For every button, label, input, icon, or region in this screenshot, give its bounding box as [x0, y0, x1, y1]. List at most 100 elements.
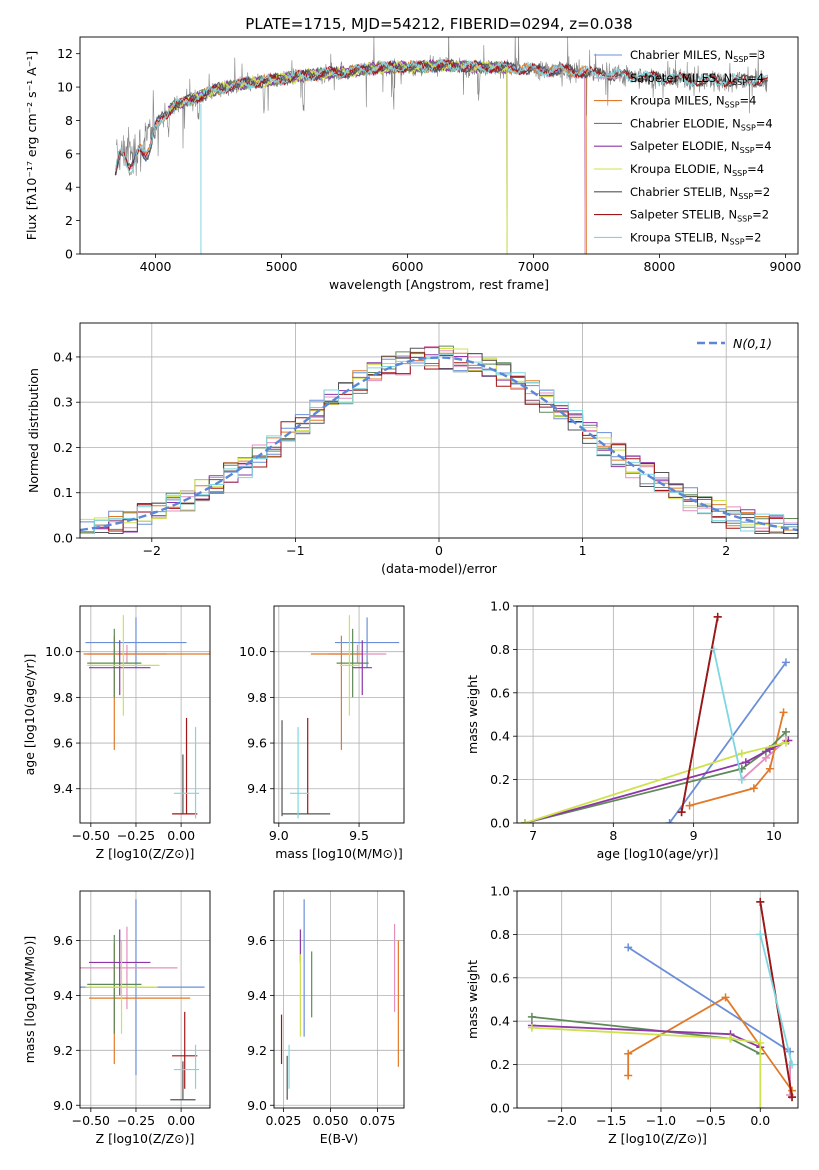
- marker-chabrier-miles: [781, 658, 790, 667]
- y-tick-label: 9.2: [247, 1043, 267, 1058]
- x-axis-label: (data-model)/error: [381, 561, 498, 576]
- marker-chabrier-miles: [665, 819, 674, 823]
- normal-reference-curve: [80, 356, 798, 532]
- line-kroupa-elodie: [531, 1026, 762, 1108]
- x-tick-label: −2.0: [547, 1113, 577, 1128]
- x-tick-label: 0.050: [313, 1113, 349, 1128]
- axes-frame: [79, 36, 799, 255]
- y-axis-label: mass [log10(M/M⊙)]: [22, 936, 37, 1064]
- marker-salpeter-elodie: [741, 758, 750, 767]
- model-spectrum-salpeter-miles: [114, 59, 586, 254]
- x-tick-label: 10: [766, 828, 782, 843]
- x-tick-label: 9000: [769, 259, 801, 274]
- marker-kroupa-miles: [624, 1049, 633, 1058]
- line-kroupa-stelib: [759, 934, 793, 1065]
- marker-chabrier-miles: [624, 943, 633, 952]
- x-tick-label: 9: [690, 828, 698, 843]
- x-axis-label: Z [log10(Z/Z⊙)]: [608, 1131, 707, 1146]
- x-tick-label: 7000: [518, 259, 550, 274]
- model-spectrum-kroupa-miles: [114, 59, 587, 254]
- y-tick-label: 1.0: [490, 599, 510, 614]
- y-tick-label: 9.6: [53, 933, 73, 948]
- x-tick-label: 0.025: [266, 1113, 302, 1128]
- marker-salpeter-stelib: [756, 897, 765, 906]
- x-axis-label: Z [log10(Z/Z⊙)]: [96, 846, 195, 861]
- y-axis-label: mass weight: [465, 960, 480, 1039]
- marker-kroupa-miles: [765, 764, 774, 773]
- y-tick-label: 9.2: [53, 1043, 73, 1058]
- plot-area: [114, 37, 768, 254]
- x-tick-label: −0.5: [695, 1113, 725, 1128]
- x-tick-label: −0.25: [117, 1113, 155, 1128]
- marker-kroupa-miles: [721, 993, 730, 1002]
- legend-entry: Chabrier ELODIE, NSSP=4: [630, 116, 773, 132]
- axes-frame: [273, 605, 405, 824]
- y-axis-label: Normed distribution: [26, 368, 41, 493]
- y-tick-label: 9.6: [247, 933, 267, 948]
- y-tick-label: 9.0: [247, 1098, 267, 1113]
- y-tick-label: 9.6: [53, 736, 73, 751]
- y-tick-label: 0.0: [490, 816, 510, 831]
- legend-entry: Kroupa MILES, NSSP=4: [630, 94, 756, 110]
- marker-kroupa-elodie: [781, 738, 790, 747]
- y-tick-label: 0.8: [490, 927, 510, 942]
- line-chabrier-elodie: [524, 731, 787, 823]
- histogram-kroupa-stelib: [80, 353, 798, 534]
- plot-area: [281, 615, 400, 819]
- x-tick-label: 4000: [140, 259, 172, 274]
- x-tick-label: 0.0: [750, 1113, 770, 1128]
- y-tick-label: 2: [65, 213, 73, 228]
- plot-area: [80, 899, 205, 1101]
- y-tick-label: 9.4: [53, 781, 73, 796]
- x-axis-label: wavelength [Angstrom, rest frame]: [329, 277, 549, 292]
- panel-spectrum: 4000 5000 6000 7000 8000 9000 0 2 4 6 8 10 12 wavelen…: [24, 36, 801, 292]
- line-chabrier-miles: [627, 946, 791, 1053]
- axes-frame: [79, 890, 211, 1109]
- x-tick-label: −1.5: [596, 1113, 626, 1128]
- x-tick-label: 8: [609, 828, 617, 843]
- y-tick-label: 8: [65, 113, 73, 128]
- y-tick-label: 1.0: [490, 884, 510, 899]
- y-tick-label: 0.2: [53, 440, 73, 455]
- marker-kroupa-elodie: [527, 1023, 536, 1032]
- x-tick-label: 0.075: [360, 1113, 396, 1128]
- axes-frame: [79, 322, 799, 539]
- panel-mass-vs-Z: −0.50 −0.25 0.00 9.0 9.2 9.4 9.6 Z [log10(Z/Z⊙)…: [22, 890, 211, 1146]
- legend-entry: Salpeter MILES, NSSP=4: [630, 71, 764, 87]
- marker-kroupa-elodie: [726, 1034, 735, 1043]
- panel-residuals: −2 −1 0 1 2 0.0 0.1 0.2 0.3 0.4 (data-model)/error…: [26, 322, 799, 576]
- line-chabrier-elodie: [531, 1016, 761, 1055]
- x-tick-label: 7: [529, 828, 537, 843]
- line-kroupa-elodie: [524, 741, 787, 823]
- y-tick-label: 0.0: [53, 531, 73, 546]
- model-spectrum-salpeter-stelib: [114, 58, 768, 176]
- y-axis-label: mass weight: [465, 675, 480, 754]
- figure-title: PLATE=1715, MJD=54212, FIBERID=0294, z=0…: [245, 15, 632, 33]
- legend-entry: Salpeter ELODIE, NSSP=4: [630, 139, 772, 155]
- legend: Chabrier MILES, NSSP=3 Salpeter MILES, NS…: [594, 48, 773, 246]
- y-tick-label: 9.8: [53, 690, 73, 705]
- marker-chabrier-elodie: [527, 1012, 536, 1021]
- plot-area: [527, 897, 797, 1108]
- y-tick-label: 0.8: [490, 642, 510, 657]
- panel-massweight-vs-age: 7 8 9 10 0.0 0.2 0.4 0.6 0.8 1.0 age [log10(age/yr…: [465, 599, 799, 861]
- y-tick-label: 0: [65, 247, 73, 262]
- plot-area: [521, 612, 793, 823]
- panel-mass-vs-EBV: 0.025 0.050 0.075 9.0 9.2 9.4 9.6 E(B-V): [247, 890, 405, 1146]
- marker-salpeter-stelib: [788, 1093, 797, 1102]
- y-tick-label: 0.1: [53, 485, 73, 500]
- y-axis-label: age [log10(age/yr)]: [22, 654, 37, 776]
- panel-age-vs-Z: −0.50 −0.25 0.00 9.4 9.6 9.8 10.0 Z [log10(Z/Z⊙…: [22, 605, 211, 861]
- y-tick-label: 9.4: [247, 781, 267, 796]
- marker-kroupa-stelib: [756, 930, 765, 939]
- y-tick-label: 10.0: [45, 644, 73, 659]
- legend-entry: Kroupa STELIB, NSSP=2: [630, 230, 761, 246]
- legend: N(0,1): [697, 336, 772, 351]
- x-tick-label: 9.0: [269, 828, 289, 843]
- model-spectrum-kroupa-stelib: [114, 58, 768, 175]
- x-tick-label: 8000: [644, 259, 676, 274]
- marker-kroupa-stelib: [709, 645, 718, 654]
- legend-entry: Chabrier STELIB, NSSP=2: [630, 185, 770, 201]
- y-tick-label: 9.6: [247, 736, 267, 751]
- x-tick-label: 1: [579, 543, 587, 558]
